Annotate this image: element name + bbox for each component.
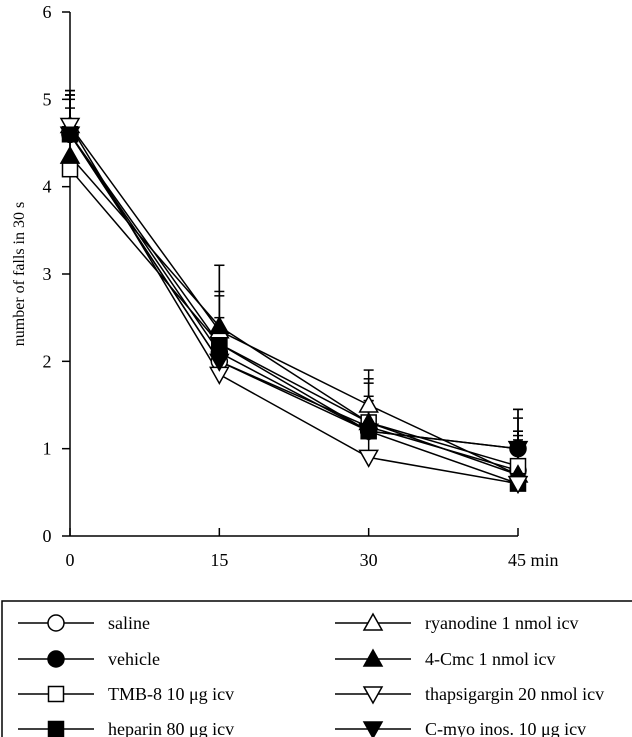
legend-item: heparin 80 μg icv (18, 719, 234, 737)
data-point (59, 126, 81, 145)
legend-item: thapsigargin 20 nmol icv (335, 684, 604, 705)
x-tick-label: 30 (360, 550, 378, 570)
y-tick-label: 4 (43, 177, 52, 197)
axes: 0 1 2 3 4 5 6 0 15 30 45 min number of falls in 3… (11, 2, 559, 570)
y-ticks: 0 1 2 3 4 5 6 (43, 2, 70, 546)
series-line (69, 133, 519, 450)
series-line (69, 133, 519, 472)
legend-marker (362, 648, 384, 667)
legend-item: saline (18, 613, 150, 633)
legend-marker (47, 720, 65, 737)
legend-marker (362, 721, 384, 737)
legend-label: ryanodine 1 nmol icv (425, 613, 578, 633)
data-point (358, 423, 379, 442)
series-line (69, 133, 519, 485)
data-point (358, 449, 379, 468)
series-lines (69, 125, 519, 485)
legend-frame (1, 600, 632, 737)
legend-label: 4-Cmc 1 nmol icv (425, 649, 555, 669)
legend-label: saline (108, 613, 150, 633)
legend-item: vehicle (18, 649, 160, 669)
data-point (209, 315, 230, 335)
y-tick-label: 5 (43, 89, 52, 109)
legend-label: heparin 80 μg icv (108, 719, 234, 737)
legend-marker (47, 614, 65, 632)
data-point (358, 394, 379, 413)
series-line (69, 133, 519, 450)
y-tick-label: 3 (43, 264, 52, 284)
x-tick-label: 45 min (508, 550, 559, 570)
series-line (69, 125, 519, 476)
series-line (69, 125, 519, 485)
series-line (69, 168, 519, 467)
data-point (507, 440, 529, 460)
legend-item: ryanodine 1 nmol icv (335, 612, 578, 633)
data-point (61, 160, 79, 178)
data-point (507, 475, 529, 495)
legend: saline vehicle TMB-8 10 μg icv heparin 80 μ… (1, 600, 632, 737)
series-markers (59, 115, 529, 495)
legend-label: thapsigargin 20 nmol icv (425, 684, 604, 704)
legend-label: C-myo inos. 10 μg icv (425, 719, 586, 737)
y-tick-label: 1 (43, 439, 52, 459)
y-axis-label: number of falls in 30 s (11, 202, 28, 346)
x-tick-label: 0 (66, 550, 75, 570)
y-tick-label: 0 (43, 526, 52, 546)
legend-item: TMB-8 10 μg icv (18, 684, 234, 704)
legend-marker (47, 650, 65, 668)
data-point (209, 353, 230, 372)
legend-label: vehicle (108, 649, 160, 669)
legend-item: 4-Cmc 1 nmol icv (335, 648, 555, 669)
data-point (59, 145, 81, 164)
x-ticks: 0 15 30 45 min (66, 528, 559, 570)
series-line (69, 155, 519, 476)
data-point (211, 335, 228, 353)
y-tick-label: 2 (43, 351, 52, 371)
legend-label: TMB-8 10 μg icv (108, 684, 234, 704)
legend-marker (362, 686, 384, 705)
y-tick-label: 6 (43, 2, 52, 22)
legend-item: C-myo inos. 10 μg icv (335, 719, 586, 737)
plot-area (59, 89, 529, 495)
legend-marker (47, 685, 65, 703)
error-bars (65, 89, 523, 484)
legend-marker (362, 612, 384, 631)
x-tick-label: 15 (210, 550, 228, 570)
